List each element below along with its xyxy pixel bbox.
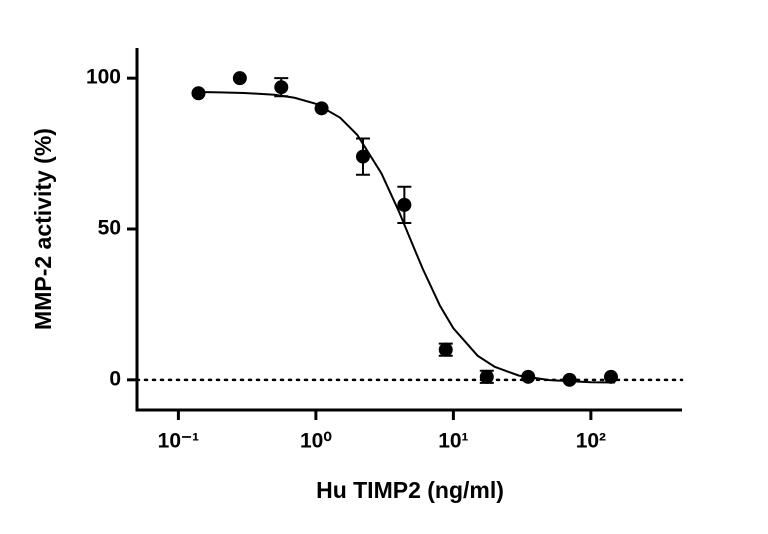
y-tick-label: 50 — [98, 217, 121, 240]
x-tick-label: 10¹ — [438, 430, 468, 453]
data-point — [191, 86, 206, 101]
y-tick-label: 0 — [109, 367, 121, 390]
data-point — [355, 149, 370, 164]
y-axis-title: MMP-2 activity (%) — [30, 128, 56, 330]
data-point — [603, 369, 618, 384]
data-point — [438, 342, 453, 357]
data-point — [232, 71, 247, 86]
data-point — [479, 369, 494, 384]
x-axis-title: Hu TIMP2 (ng/ml) — [316, 477, 504, 503]
data-point — [274, 80, 289, 95]
x-tick-label: 10⁻¹ — [158, 430, 199, 453]
data-point — [397, 197, 412, 212]
x-tick-label: 10⁰ — [300, 430, 332, 453]
fit-curve — [198, 91, 616, 384]
x-tick-label: 10² — [576, 430, 606, 453]
data-point — [562, 372, 577, 387]
y-tick-label: 100 — [86, 66, 121, 89]
